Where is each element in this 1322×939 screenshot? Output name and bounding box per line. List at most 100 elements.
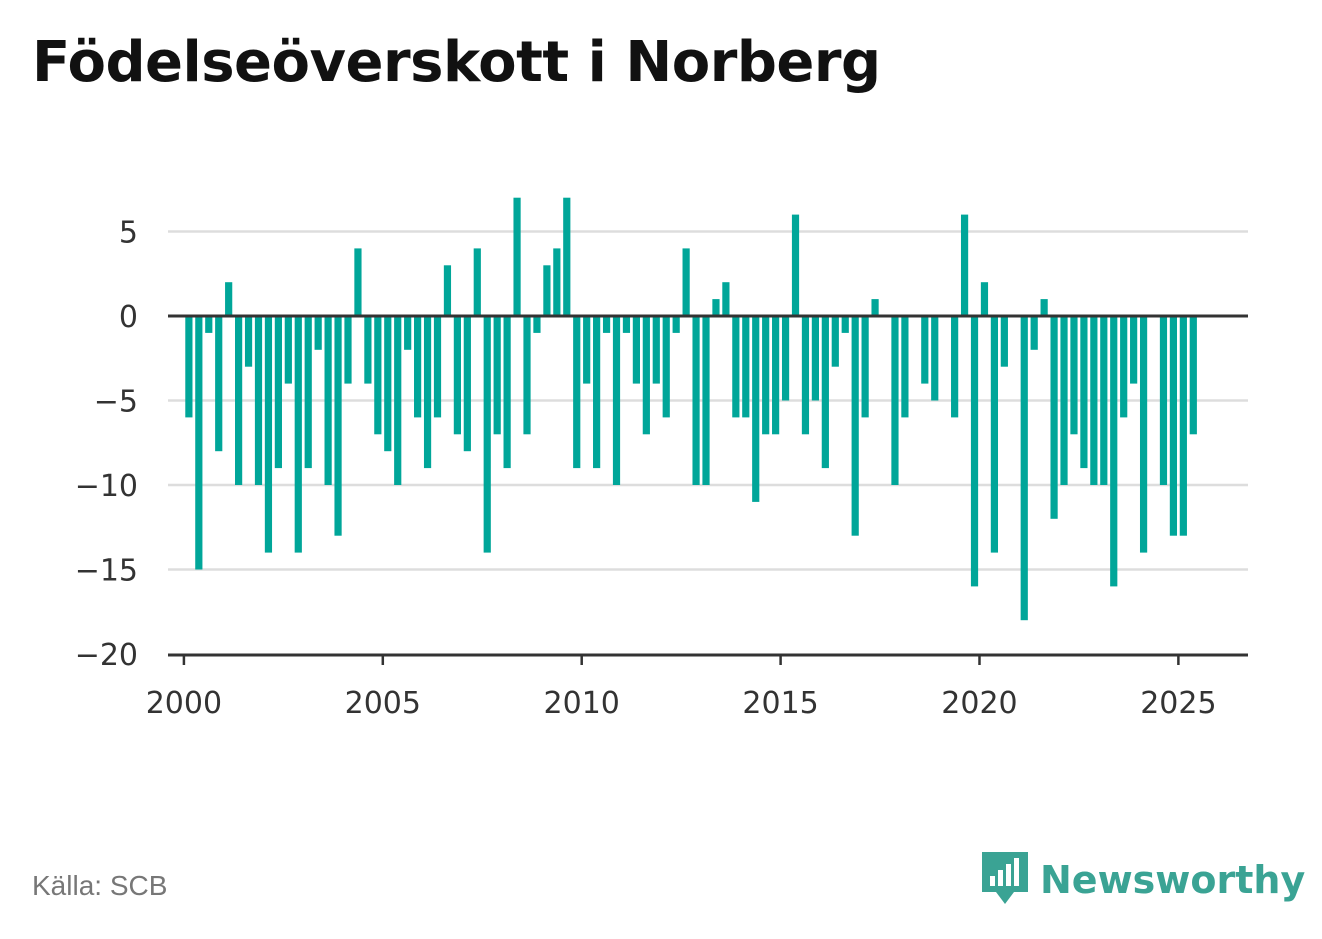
bar — [722, 282, 730, 316]
y-tick-label: −5 — [94, 385, 138, 420]
y-tick-label: −15 — [75, 554, 138, 589]
bar — [672, 316, 680, 333]
bar — [891, 316, 899, 485]
bar — [1130, 316, 1138, 384]
bar — [294, 316, 302, 553]
bar — [772, 316, 780, 435]
bar — [1030, 316, 1038, 350]
bar — [990, 316, 999, 553]
bar — [205, 316, 213, 333]
bar — [831, 316, 839, 367]
bar — [1100, 316, 1108, 485]
bar — [513, 197, 521, 316]
bar — [334, 316, 342, 536]
bar — [533, 316, 541, 333]
x-axis-ticks: 2000 2005 2010 2015 2020 2025 — [146, 655, 1217, 721]
bar — [652, 316, 660, 384]
bar — [682, 248, 690, 316]
bar — [602, 316, 611, 333]
bar — [970, 316, 979, 587]
x-tick-label: 2005 — [345, 686, 421, 721]
axes — [168, 314, 1248, 657]
bar — [1120, 316, 1128, 418]
bar — [662, 316, 670, 418]
bar — [354, 248, 362, 316]
bar — [443, 265, 452, 316]
bar — [692, 316, 700, 485]
bar — [752, 316, 760, 502]
bar — [921, 316, 929, 384]
bar — [583, 316, 591, 384]
newsworthy-logo-icon — [982, 852, 1028, 904]
bar — [901, 316, 909, 418]
bar — [304, 316, 312, 469]
bar — [573, 316, 581, 469]
brand-name: Newsworthy — [1040, 858, 1306, 902]
bars — [185, 197, 1197, 621]
bar — [553, 248, 561, 316]
bar — [861, 316, 869, 418]
bar — [195, 316, 203, 570]
bar — [1090, 316, 1098, 485]
bar — [314, 316, 322, 350]
bar — [215, 316, 223, 452]
bar — [1169, 316, 1178, 536]
bar — [1110, 316, 1118, 587]
bar — [1080, 316, 1088, 469]
bar — [1070, 316, 1078, 435]
bar — [235, 316, 243, 485]
bar — [1060, 316, 1068, 485]
bar — [712, 299, 720, 316]
bar — [433, 316, 442, 418]
bar — [274, 316, 282, 469]
brand-logo: Newsworthy — [980, 848, 1305, 912]
bar — [1189, 316, 1197, 435]
bar — [1139, 316, 1148, 553]
bar — [960, 214, 969, 316]
bar — [642, 316, 650, 435]
source-note: Källa: SCB — [32, 870, 168, 901]
bar — [732, 316, 740, 418]
bar — [612, 316, 621, 485]
bar — [781, 316, 790, 401]
x-tick-label: 2010 — [544, 686, 620, 721]
x-tick-label: 2000 — [146, 686, 222, 721]
bar — [463, 316, 471, 452]
bar — [811, 316, 820, 401]
bar — [1050, 316, 1058, 519]
x-tick-label: 2025 — [1140, 686, 1216, 721]
bar — [344, 316, 352, 384]
bar — [254, 316, 263, 485]
bar — [821, 316, 829, 469]
bar — [225, 282, 233, 316]
bar — [632, 316, 640, 384]
y-tick-label: −20 — [75, 638, 138, 673]
bar — [1000, 316, 1008, 367]
bar — [483, 316, 491, 553]
y-axis-ticks: 5 0 −5 −10 −15 −20 — [75, 216, 138, 674]
bar — [264, 316, 273, 553]
bar — [1159, 316, 1168, 485]
bar — [404, 316, 412, 350]
y-tick-label: 5 — [119, 216, 138, 251]
x-tick-label: 2020 — [941, 686, 1017, 721]
bar — [324, 316, 332, 485]
bar — [384, 316, 392, 452]
bar — [493, 316, 501, 435]
bar — [523, 316, 531, 435]
bar — [423, 316, 432, 469]
bar — [473, 248, 481, 316]
chart-title: Födelseöverskott i Norberg — [32, 30, 881, 95]
bar — [185, 316, 193, 418]
y-tick-label: −10 — [75, 469, 138, 504]
bar — [801, 316, 810, 435]
bar — [593, 316, 601, 469]
bar — [871, 299, 879, 316]
bar — [951, 316, 959, 418]
bar — [841, 316, 849, 333]
bar — [851, 316, 859, 536]
bar — [364, 316, 372, 384]
bar — [762, 316, 770, 435]
bar — [791, 214, 800, 316]
